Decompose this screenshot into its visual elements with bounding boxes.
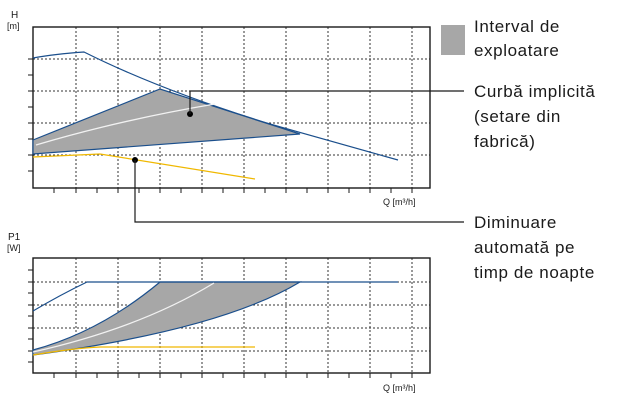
- power-chart-y-ticks: [28, 269, 33, 363]
- head-chart-x-ticks: [53, 188, 413, 193]
- power-axis-label: P1: [8, 232, 21, 243]
- leader-lines: [134, 90, 464, 223]
- head-chart-flow-axis-label: Q [m³/h]: [383, 197, 416, 207]
- power-night-curve: [32, 346, 255, 356]
- head-max-curve: [32, 51, 399, 161]
- night-curve-leader-line: [134, 160, 464, 223]
- head-chart-y-ticks: [28, 58, 33, 172]
- operating-range-swatch: [441, 25, 465, 55]
- default-curve-label-line3: fabrică): [474, 132, 536, 151]
- power-chart-flow-axis-label: Q [m³/h]: [383, 383, 416, 393]
- default-curve-leader-line: [189, 90, 464, 114]
- night-reduction-label-line3: timp de noapte: [474, 263, 595, 282]
- power-max-curve: [32, 281, 398, 312]
- head-operating-range-area: [32, 88, 301, 155]
- power-chart-x-ticks: [53, 373, 413, 378]
- head-axis-label: H: [11, 10, 18, 21]
- head-axis-unit: [m]: [7, 21, 20, 31]
- legend: Interval de exploatare Curbă implicită (…: [441, 17, 595, 282]
- head-chart-grid: [33, 27, 430, 188]
- night-reduction-label-line2: automată pe: [474, 238, 575, 257]
- power-default-curve: [32, 282, 215, 353]
- night-reduction-label-line1: Diminuare: [474, 213, 557, 232]
- head-default-curve: [35, 103, 216, 146]
- default-curve-label-line1: Curbă implicită: [474, 82, 595, 101]
- head-chart: H [m] Q [m³/h]: [7, 10, 431, 207]
- head-night-curve: [32, 153, 256, 180]
- operating-range-label-line2: exploatare: [474, 41, 559, 60]
- operating-range-label-line1: Interval de: [474, 17, 560, 36]
- default-curve-label-line2: (setare din: [474, 107, 561, 126]
- power-operating-range-area: [32, 281, 303, 356]
- power-axis-unit: [W]: [7, 243, 21, 253]
- power-chart: P1 [W] Q [m³/h]: [7, 232, 431, 393]
- power-chart-grid: [33, 258, 430, 373]
